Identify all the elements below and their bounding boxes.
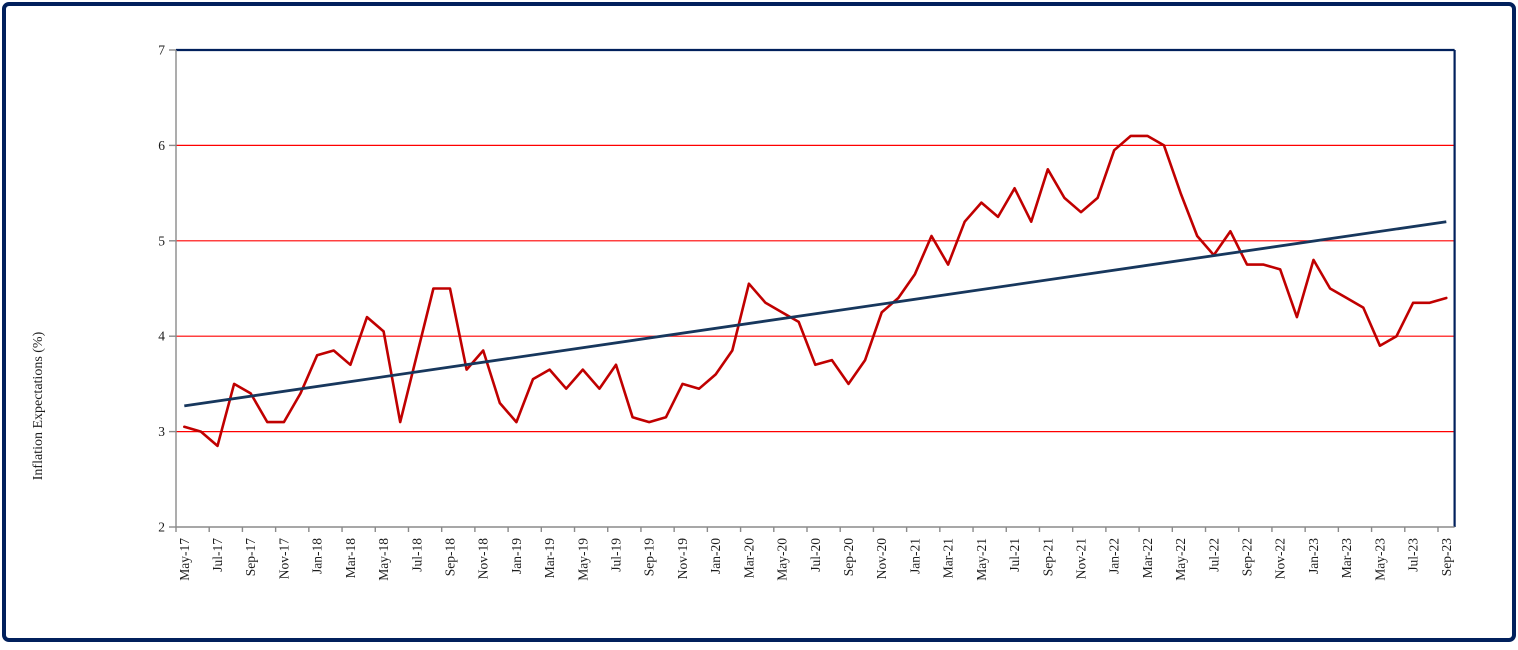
y-axis-title-text: Inflation Expectations (%)	[31, 331, 46, 480]
x-tick-label-Jul-18: Jul-18	[409, 538, 424, 572]
inflation-expectations-line-chart: 2 3 4 5 6 7 May-17 Jul-17 Sep-17 Nov-17 Jan-18 Mar-…	[31, 43, 1456, 581]
y-tick-label-2: 2	[158, 520, 165, 535]
x-tick-label-Jan-22: Jan-22	[1107, 538, 1122, 574]
x-tick-label-Jul-17: Jul-17	[210, 538, 225, 572]
x-tick-label-Jan-23: Jan-23	[1306, 538, 1321, 574]
x-tick-labels: May-17 Jul-17 Sep-17 Nov-17 Jan-18 Mar-18 May-…	[175, 527, 1454, 581]
x-tick-label-Mar-23: Mar-23	[1339, 538, 1354, 578]
x-tick-label-May-20: May-20	[775, 538, 790, 581]
x-tick-label-Nov-22: Nov-22	[1273, 538, 1288, 579]
x-tick-label-May-17: May-17	[177, 538, 192, 581]
x-tick-label-Jul-21: Jul-21	[1007, 538, 1022, 572]
plot-border	[176, 48, 1456, 527]
y-axis-title: Inflation Expectations (%)	[31, 331, 46, 480]
x-tick-label-Nov-18: Nov-18	[476, 538, 491, 579]
x-tick-label-Sep-17: Sep-17	[243, 538, 258, 576]
x-tick-label-Nov-17: Nov-17	[276, 538, 291, 579]
x-tick-label-Mar-19: Mar-19	[542, 538, 557, 578]
x-tick-label-Jul-20: Jul-20	[808, 538, 823, 572]
x-tick-label-Mar-21: Mar-21	[941, 538, 956, 578]
y-gridlines	[176, 144, 1455, 433]
x-tick-label-Jul-22: Jul-22	[1206, 538, 1221, 572]
y-tick-label-6: 6	[158, 138, 165, 153]
x-tick-label-Jul-19: Jul-19	[609, 538, 624, 572]
x-tick-label-Mar-22: Mar-22	[1140, 538, 1155, 578]
y-tick-label-3: 3	[158, 424, 165, 439]
y-tick-label-5: 5	[158, 233, 165, 248]
x-tick-label-Jan-20: Jan-20	[708, 538, 723, 574]
x-tick-label-Sep-18: Sep-18	[442, 538, 457, 576]
y-tick-labels: 2 3 4 5 6 7	[158, 43, 176, 535]
x-tick-label-May-22: May-22	[1173, 538, 1188, 581]
x-tick-label-Jan-18: Jan-18	[310, 538, 325, 574]
x-tick-label-Nov-20: Nov-20	[874, 538, 889, 579]
x-tick-label-Nov-21: Nov-21	[1073, 538, 1088, 579]
x-tick-label-May-21: May-21	[974, 538, 989, 581]
x-tick-label-Mar-20: Mar-20	[741, 538, 756, 578]
x-tick-label-Mar-18: Mar-18	[343, 538, 358, 578]
x-tick-label-May-23: May-23	[1372, 538, 1387, 581]
axes	[175, 50, 1455, 528]
x-tick-label-Jul-23: Jul-23	[1406, 538, 1421, 572]
x-tick-label-Sep-23: Sep-23	[1439, 538, 1454, 576]
y-tick-label-4: 4	[158, 329, 165, 344]
data-line-inflation_expectations	[183, 134, 1448, 448]
x-tick-label-Jan-19: Jan-19	[509, 538, 524, 574]
x-tick-label-Sep-19: Sep-19	[642, 538, 657, 576]
x-tick-label-Sep-22: Sep-22	[1240, 538, 1255, 576]
x-tick-label-Sep-20: Sep-20	[841, 538, 856, 576]
trend-line	[184, 220, 1447, 408]
x-tick-label-May-18: May-18	[376, 538, 391, 581]
x-tick-label-Sep-21: Sep-21	[1040, 538, 1055, 576]
x-tick-label-Jan-21: Jan-21	[907, 538, 922, 574]
y-tick-label-7: 7	[158, 43, 165, 58]
x-tick-label-May-19: May-19	[575, 538, 590, 581]
x-tick-label-Nov-19: Nov-19	[675, 538, 690, 579]
